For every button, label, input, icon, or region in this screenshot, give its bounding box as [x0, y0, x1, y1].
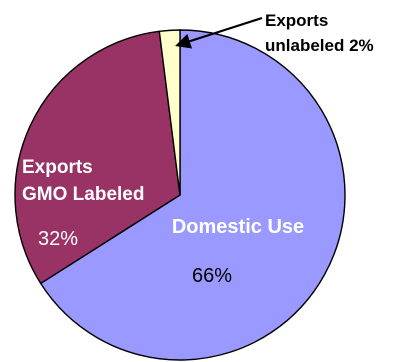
slice-value-domestic-use: 66%	[192, 265, 232, 287]
pie-slice-exports-unlabeled	[158, 29, 181, 196]
pie-slice-exports-gmo-labeled	[14, 30, 181, 285]
callout-arrow	[175, 16, 263, 49]
pie-slice-domestic-use	[39, 29, 346, 361]
slice-label-domestic-use: Domestic Use	[172, 216, 304, 238]
slice-label-exports-unlabeled-line1: Exports	[265, 11, 328, 30]
slice-value-exports-gmo-labeled: 32%	[38, 228, 78, 250]
slice-label-exports-gmo-labeled-line2: GMO Labeled	[22, 184, 144, 205]
slice-label-exports-unlabeled-line2: unlabeled 2%	[265, 36, 374, 55]
slice-label-exports-gmo-labeled-line1: Exports	[22, 157, 93, 178]
